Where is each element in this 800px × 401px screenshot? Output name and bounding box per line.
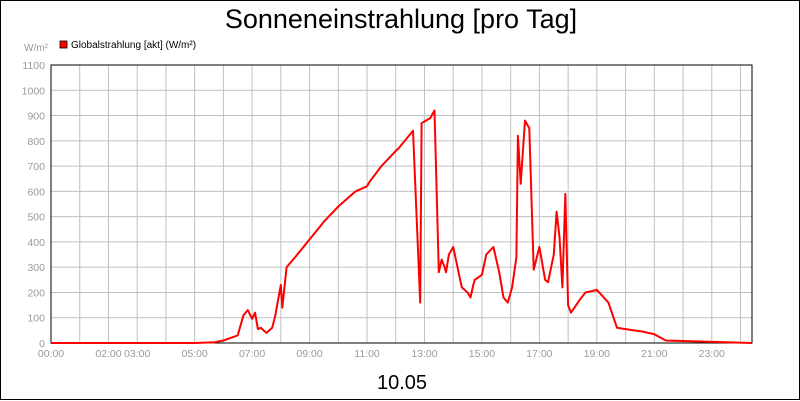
x-tick-label: 02:00 (95, 348, 121, 360)
x-tick-label: 09:00 (296, 348, 322, 360)
plot-border (50, 64, 753, 344)
date-label: 10.05 (377, 372, 427, 394)
y-tick-label: 1100 (22, 60, 45, 72)
x-tick-label: 03:00 (124, 348, 150, 360)
x-tick-label: 19:00 (584, 348, 610, 360)
x-tick-label: 11:00 (354, 348, 380, 360)
y-tick-label: 500 (27, 212, 45, 224)
x-tick-label: 07:00 (239, 348, 265, 360)
x-tick-label: 05:00 (182, 348, 208, 360)
x-tick-label: 00:00 (38, 348, 64, 360)
x-tick-label: 17:00 (526, 348, 552, 360)
series-line-0 (51, 109, 753, 344)
y-tick-label: 700 (27, 161, 45, 173)
y-tick-label: 600 (27, 186, 45, 198)
y-tick-label: 300 (27, 262, 45, 274)
series-layer (51, 109, 753, 344)
y-axis-unit-label: W/m² (24, 43, 49, 54)
y-tick-label: 0 (39, 338, 45, 350)
y-tick-label: 800 (27, 136, 45, 148)
y-tick-label: 900 (27, 111, 45, 123)
x-tick-label: 23:00 (699, 348, 725, 360)
y-tick-label: 100 (27, 313, 45, 325)
chart-title: Sonneneinstrahlung [pro Tag] (225, 4, 577, 34)
tick-labels: 0 100 200 300 400 500 600 700 800 900 1000 1100 00:0… (22, 60, 725, 360)
x-tick-label: 15:00 (469, 348, 495, 360)
x-tick-label: 13:00 (411, 348, 437, 360)
legend-swatch (59, 40, 68, 49)
legend-label: Globalstrahlung [akt] (W/m²) (71, 40, 196, 51)
y-tick-label: 400 (27, 237, 45, 249)
y-tick-label: 1000 (22, 85, 46, 97)
legend: Globalstrahlung [akt] (W/m²) (59, 40, 196, 51)
axes (50, 64, 753, 344)
x-tick-label: 21:00 (641, 348, 667, 360)
grid (51, 65, 752, 343)
y-tick-label: 200 (27, 287, 45, 299)
